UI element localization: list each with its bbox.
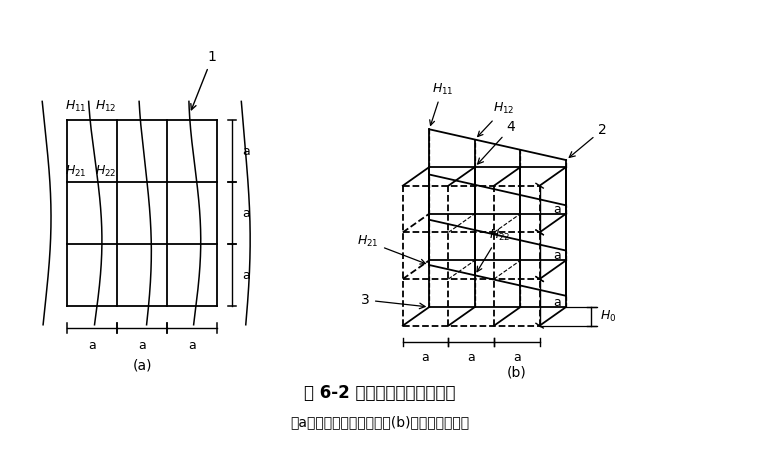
- Text: 2: 2: [569, 123, 606, 158]
- Text: $H_{22}$: $H_{22}$: [477, 228, 510, 272]
- Text: a: a: [89, 339, 97, 352]
- Text: $H_{12}$: $H_{12}$: [95, 99, 116, 114]
- Text: a: a: [553, 296, 561, 309]
- Text: 4: 4: [478, 120, 515, 164]
- Text: $H_{12}$: $H_{12}$: [478, 101, 515, 136]
- Text: a: a: [513, 351, 521, 364]
- Text: 1: 1: [191, 50, 217, 110]
- Text: a: a: [553, 202, 561, 216]
- Text: 图 6-2 场地设计标高计算简图: 图 6-2 场地设计标高计算简图: [304, 384, 456, 402]
- Text: (b): (b): [507, 365, 527, 379]
- Text: a: a: [467, 351, 475, 364]
- Text: 3: 3: [361, 293, 425, 309]
- Text: （a）地形图上划分方格；(b)设计标高示意图: （a）地形图上划分方格；(b)设计标高示意图: [290, 415, 470, 429]
- Text: a: a: [242, 207, 250, 220]
- Text: $H_{22}$: $H_{22}$: [95, 164, 116, 179]
- Text: a: a: [422, 351, 429, 364]
- Text: $H_{21}$: $H_{21}$: [357, 234, 426, 264]
- Text: $H_{21}$: $H_{21}$: [65, 164, 87, 179]
- Text: a: a: [553, 249, 561, 262]
- Text: $H_{11}$: $H_{11}$: [429, 82, 453, 125]
- Text: a: a: [138, 339, 146, 352]
- Text: $H_{11}$: $H_{11}$: [65, 99, 87, 114]
- Text: a: a: [242, 145, 250, 158]
- Text: (a): (a): [132, 359, 152, 373]
- Text: a: a: [188, 339, 196, 352]
- Text: a: a: [242, 269, 250, 282]
- Text: $H_0$: $H_0$: [600, 309, 616, 324]
